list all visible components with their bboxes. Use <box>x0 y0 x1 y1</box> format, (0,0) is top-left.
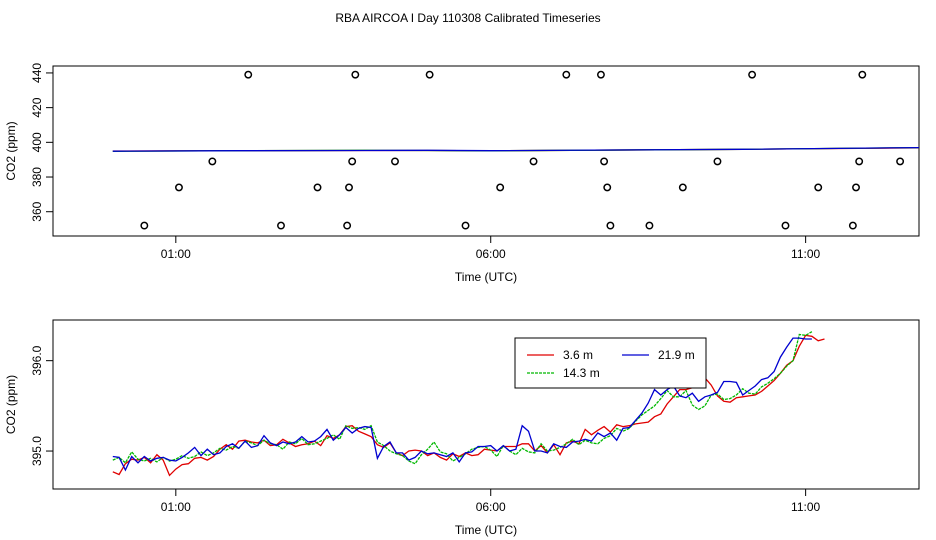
scatter-point <box>678 183 687 192</box>
scatter-point <box>932 71 936 77</box>
series-line-h21_9 <box>112 146 919 152</box>
bottom-panel-frame <box>52 319 920 490</box>
scatter-point <box>529 157 538 166</box>
x-tick-label: 06:00 <box>476 247 506 261</box>
scatter-point <box>814 183 823 192</box>
top-panel: 01:00 06:00 11:00 Time (UTC) 360 380 400 420 440… <box>4 63 936 284</box>
scatter-point <box>208 157 217 166</box>
x-tick-label: 01:00 <box>161 500 191 514</box>
series-line-14-3-m <box>112 331 813 465</box>
plot-area <box>112 331 825 477</box>
scatter-point <box>343 221 352 230</box>
scatter-point <box>748 70 757 79</box>
y-tick-label: 395.0 <box>30 436 44 466</box>
scatter-point <box>600 157 609 166</box>
scatter-point <box>244 70 253 79</box>
scatter-point <box>713 157 722 166</box>
x-tick-label: 11:00 <box>791 247 820 261</box>
legend-label: 3.6 m <box>563 348 593 362</box>
x-axis-label: Time (UTC) <box>455 523 517 537</box>
legend-label: 21.9 m <box>658 348 695 362</box>
scatter-point <box>858 70 867 79</box>
y-tick-label: 420 <box>30 97 44 117</box>
plot-area <box>112 70 936 230</box>
scatter-point <box>645 221 654 230</box>
scatter-point <box>562 70 571 79</box>
scatter-point <box>175 183 183 192</box>
scatter-point <box>848 221 857 230</box>
scatter-point <box>596 70 605 79</box>
scatter-point <box>781 221 790 230</box>
scatter-point <box>852 183 860 192</box>
y-tick-label: 396.0 <box>30 345 44 375</box>
scatter-point <box>896 157 905 166</box>
scatter-point <box>425 70 434 79</box>
scatter-point <box>348 157 357 166</box>
scatter-point <box>496 183 505 192</box>
legend-label: 14.3 m <box>563 366 600 380</box>
scatter-point <box>606 221 615 230</box>
legend: 3.6 m 14.3 m 21.9 m <box>514 337 707 389</box>
legend-box <box>514 337 707 389</box>
y-tick-label: 380 <box>30 167 44 187</box>
scatter-point <box>855 157 864 166</box>
x-tick-label: 01:00 <box>161 247 191 261</box>
scatter-point <box>140 221 149 230</box>
scatter-point <box>461 221 470 230</box>
x-tick-label: 06:00 <box>476 500 506 514</box>
scatter-point <box>391 157 399 166</box>
y-tick-label: 400 <box>30 132 44 152</box>
series-line-21-9-m <box>112 337 812 472</box>
top-panel-frame <box>52 65 920 237</box>
scatter-point <box>345 183 353 192</box>
series-line-3-6-m <box>112 334 825 477</box>
y-tick-label: 360 <box>30 201 44 221</box>
y-tick-label: 440 <box>30 63 44 83</box>
x-tick-label: 11:00 <box>791 500 820 514</box>
bottom-panel: 01:00 06:00 11:00 Time (UTC) 395.0 396.0 CO2 (… <box>4 319 920 537</box>
scatter-point <box>351 70 360 79</box>
x-axis-label: Time (UTC) <box>455 270 517 284</box>
scatter-point <box>313 183 322 192</box>
scatter-point <box>277 221 285 230</box>
figure-title: RBA AIRCOA I Day 110308 Calibrated Times… <box>335 11 600 25</box>
y-axis-label: CO2 (ppm) <box>4 375 18 434</box>
y-axis-label: CO2 (ppm) <box>4 121 18 180</box>
scatter-point <box>603 183 612 192</box>
